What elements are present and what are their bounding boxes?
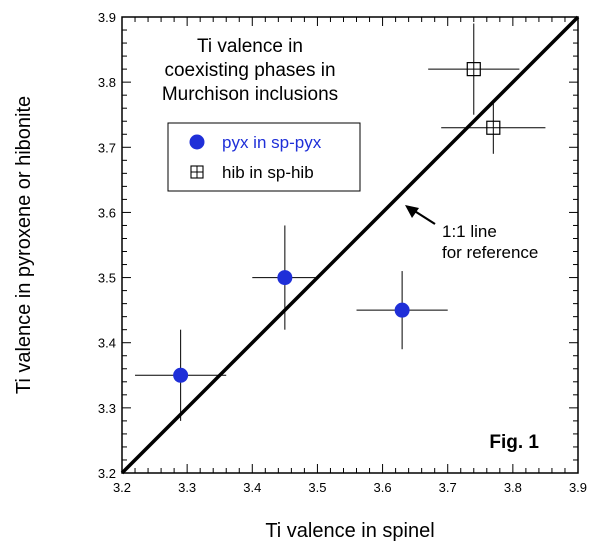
x-tick-label: 3.3 xyxy=(178,480,196,495)
x-tick-label: 3.7 xyxy=(439,480,457,495)
x-axis-label: Ti valence in spinel xyxy=(265,520,434,542)
y-tick-label: 3.7 xyxy=(98,140,116,155)
y-tick-label: 3.5 xyxy=(98,271,116,286)
legend-marker-pyx xyxy=(189,134,205,150)
x-tick-label: 3.5 xyxy=(308,480,326,495)
annotation-arrow-shaft xyxy=(412,209,436,225)
y-axis-label: Ti valence in pyroxene or hibonite xyxy=(13,96,35,394)
y-tick-label: 3.8 xyxy=(98,75,116,90)
reference-line-1-to-1 xyxy=(120,15,580,475)
data-point-pyx xyxy=(394,302,410,318)
x-tick-label: 3.2 xyxy=(113,480,131,495)
y-tick-label: 3.2 xyxy=(98,466,116,481)
x-tick-label: 3.4 xyxy=(243,480,261,495)
legend-box xyxy=(167,122,361,192)
data-point-pyx xyxy=(173,367,189,383)
text-layer: 3.23.2 3.3 3.3 3.4 3.4 3.5 3.5 3.6 3.6 3.7 3.7 3.8 3… xyxy=(13,10,587,542)
legend-label-pyx: pyx in sp-pyx xyxy=(222,133,322,152)
y-tick-label: 3.9 xyxy=(98,10,116,25)
figure-label: Fig. 1 xyxy=(489,432,539,453)
axes-layer xyxy=(121,16,579,474)
reference-line-annotation-line2: for reference xyxy=(442,243,538,262)
x-tick-label: 3.9 xyxy=(569,480,587,495)
y-tick-label: 3.6 xyxy=(98,205,116,220)
plot-frame xyxy=(121,16,579,474)
data-layer xyxy=(120,15,580,475)
legend-label-hib: hib in sp-hib xyxy=(222,163,314,182)
chart-title-line: coexisting phases in xyxy=(164,60,335,81)
x-tick-label: 3.8 xyxy=(504,480,522,495)
y-tick-label: 3.4 xyxy=(98,336,116,351)
data-point-pyx xyxy=(277,270,293,286)
annotation-arrow-head xyxy=(405,205,419,218)
reference-line-annotation-line1: 1:1 line xyxy=(442,222,497,241)
y-tick-label: 3.3 xyxy=(98,401,116,416)
x-tick-label: 3.6 xyxy=(374,480,392,495)
chart-title-line: Murchison inclusions xyxy=(162,84,338,105)
chart-title-line: Ti valence in xyxy=(197,36,303,57)
